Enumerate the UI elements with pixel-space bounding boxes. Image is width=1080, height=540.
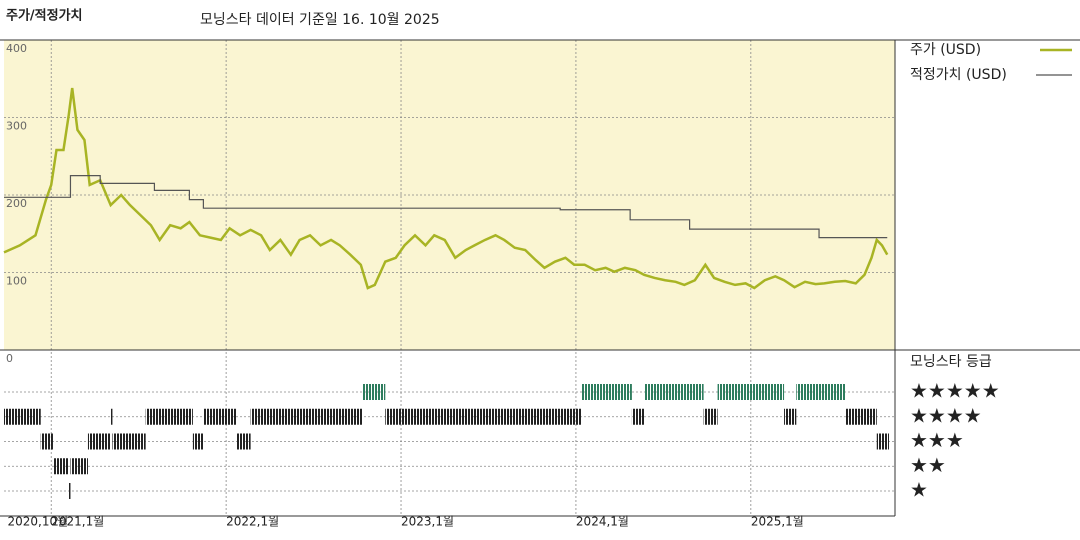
x-tick-label: 2021,1월 [51, 515, 104, 529]
x-tick-label: 2025,1월 [751, 515, 804, 529]
rating-bar [112, 433, 146, 450]
rating-bar [87, 433, 111, 450]
series-line [4, 175, 888, 239]
x-tick-label: 2023,1월 [401, 515, 454, 529]
rating-bar [644, 384, 704, 400]
rating-bar [250, 408, 363, 425]
y-tick-label: 400 [6, 42, 27, 55]
rating-label: ★★ [910, 453, 946, 477]
rating-bar [4, 408, 41, 425]
rating-bar [796, 384, 846, 400]
rating-bar [876, 433, 889, 450]
chart-subtitle: 모닝스타 데이터 기준일 16. 10월 2025 [200, 12, 440, 28]
rating-bar [110, 408, 113, 425]
legend-label: 적정가치 (USD) [910, 67, 1007, 83]
rating-bar [385, 408, 582, 425]
x-tick-label: 2020,10월 [7, 515, 68, 529]
x-tick-label: 2022,1월 [226, 515, 279, 529]
rating-bar [581, 384, 632, 400]
rating-bar [145, 408, 193, 425]
rating-bar [362, 384, 386, 400]
rating-bar [52, 458, 69, 475]
rating-bar [631, 408, 645, 425]
y-tick-label: 200 [6, 197, 27, 210]
rating-bar [203, 408, 237, 425]
rating-label: ★★★★ [910, 403, 982, 427]
series-line [3, 87, 889, 290]
rating-bar [845, 408, 877, 425]
legend-label: 주가 (USD) [910, 42, 981, 58]
rating-bar [70, 458, 88, 475]
y-tick-label: 300 [6, 120, 27, 133]
rating-label: ★★★ [910, 428, 964, 452]
rating-bar [717, 384, 785, 400]
rating-bar [784, 408, 797, 425]
rating-title: 모닝스타 등급 [910, 354, 992, 370]
x-tick-label: 2024,1월 [576, 515, 629, 529]
rating-label: ★ [910, 478, 928, 502]
rating-bar [703, 408, 718, 425]
rating-bar [40, 433, 53, 450]
rating-bar [192, 433, 204, 450]
rating-bar [236, 433, 251, 450]
chart-title: 주가/적정가치 [6, 8, 83, 24]
y-tick-label: 100 [6, 275, 27, 288]
y-tick-label: 0 [6, 352, 13, 365]
rating-label: ★★★★★ [910, 379, 1000, 403]
rating-bar [68, 483, 71, 499]
